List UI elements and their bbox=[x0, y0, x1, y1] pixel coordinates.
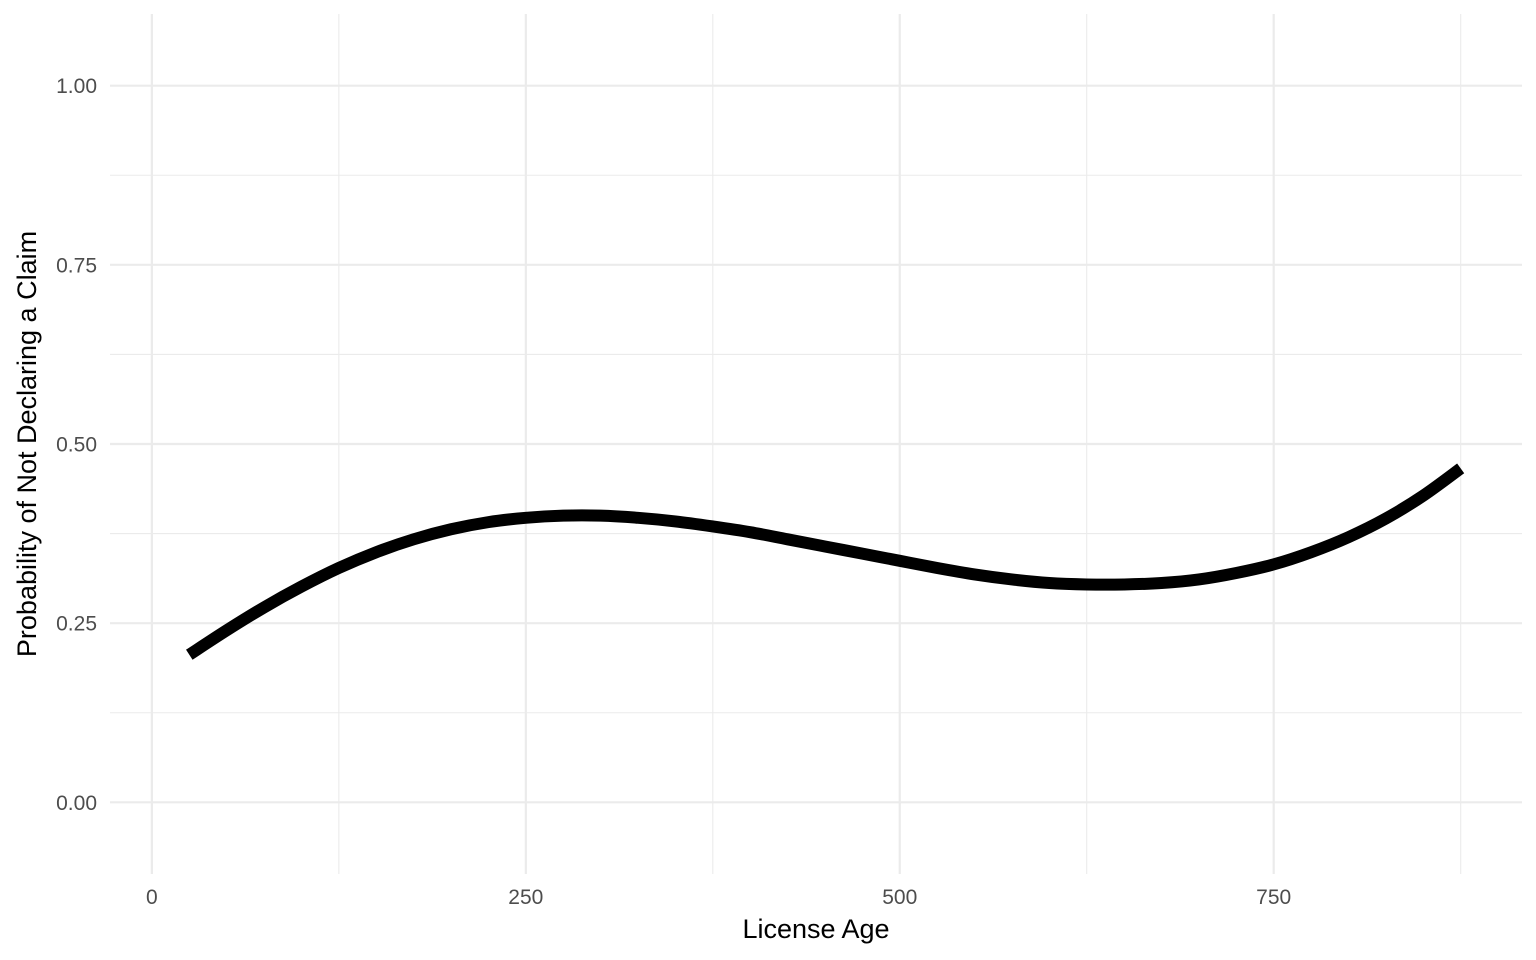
x-tick-label: 0 bbox=[146, 886, 158, 909]
y-tick-label: 0.25 bbox=[56, 613, 97, 636]
minor-gridlines bbox=[110, 14, 1522, 874]
x-tick-label: 500 bbox=[882, 886, 917, 909]
x-axis-tick-labels: 0 250 500 750 bbox=[146, 886, 1291, 909]
y-axis-title: Probability of Not Declaring a Claim bbox=[12, 231, 42, 657]
y-axis-tick-labels: 0.00 0.25 0.50 0.75 1.00 bbox=[56, 75, 97, 815]
series-layer bbox=[186, 463, 1465, 660]
x-tick-label: 250 bbox=[508, 886, 543, 909]
y-tick-label: 0.00 bbox=[56, 792, 97, 815]
x-tick-label: 750 bbox=[1256, 886, 1291, 909]
major-gridlines bbox=[110, 14, 1522, 874]
y-tick-label: 1.00 bbox=[56, 75, 97, 98]
series-line bbox=[186, 463, 1465, 660]
y-tick-label: 0.75 bbox=[56, 254, 97, 277]
x-axis-title: License Age bbox=[742, 914, 889, 944]
y-tick-label: 0.50 bbox=[56, 434, 97, 457]
